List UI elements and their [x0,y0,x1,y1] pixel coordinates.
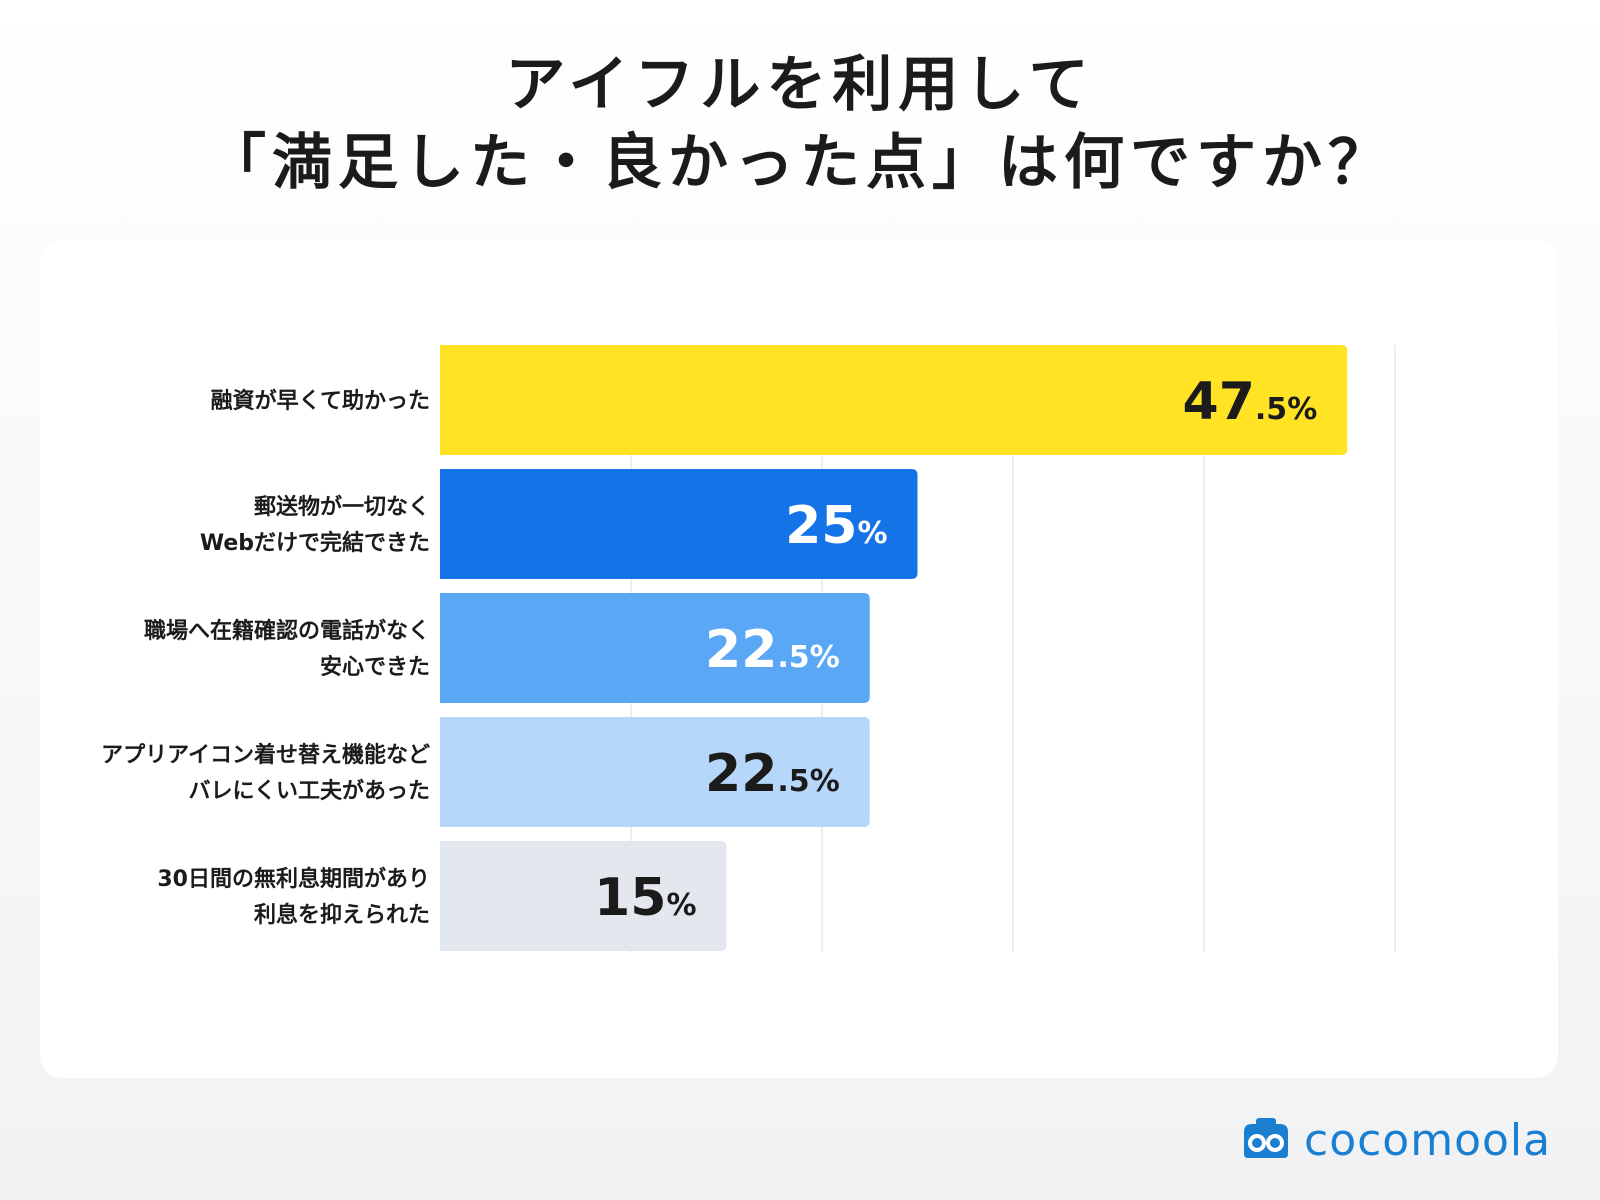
value-label-4: 22.5% [705,744,840,804]
brand-name: cocomoola [1304,1114,1552,1166]
value-label-2: 25% [785,496,887,556]
value-label-3: 22.5% [705,620,840,680]
bar-2 [440,469,918,579]
category-label-4: アプリアイコン着せ替え機能などバレにくい工夫があった [101,742,430,804]
chart-title-line2: 「満足した・良かった点」は何ですか？ [206,128,1394,198]
category-label-1: 融資が早くて助かった [211,388,430,414]
chart-card: 47.5% 融資が早くて助かった 25% 郵送物が一切なく Webだけで完結できた 22.… [40,240,1558,1078]
chart-title-line1: アイフルを利用して [505,50,1095,120]
chart-title: アイフルを利用して 「満足した・良かった点」は何ですか？ [0,46,1600,202]
category-label-3: 職場へ在籍確認の電話がなく安心できた [144,618,430,680]
bar-4 [440,717,870,827]
glasses-logo-icon [1244,1118,1288,1158]
bar-chart: 47.5% 融資が早くて助かった 25% 郵送物が一切なく Webだけで完結できた 22.… [101,345,1396,952]
bar-3 [440,593,870,703]
value-label-1: 47.5% [1183,372,1318,432]
category-label-2: 郵送物が一切なく Webだけで完結できた [200,494,430,556]
bar-1 [440,345,1348,455]
brand-logo: cocomoola [1238,1112,1551,1168]
bar-5 [440,841,727,951]
value-label-5: 15% [594,868,696,928]
category-label-5: 30日間の無利息期間があり利息を抑えられた [157,866,430,928]
